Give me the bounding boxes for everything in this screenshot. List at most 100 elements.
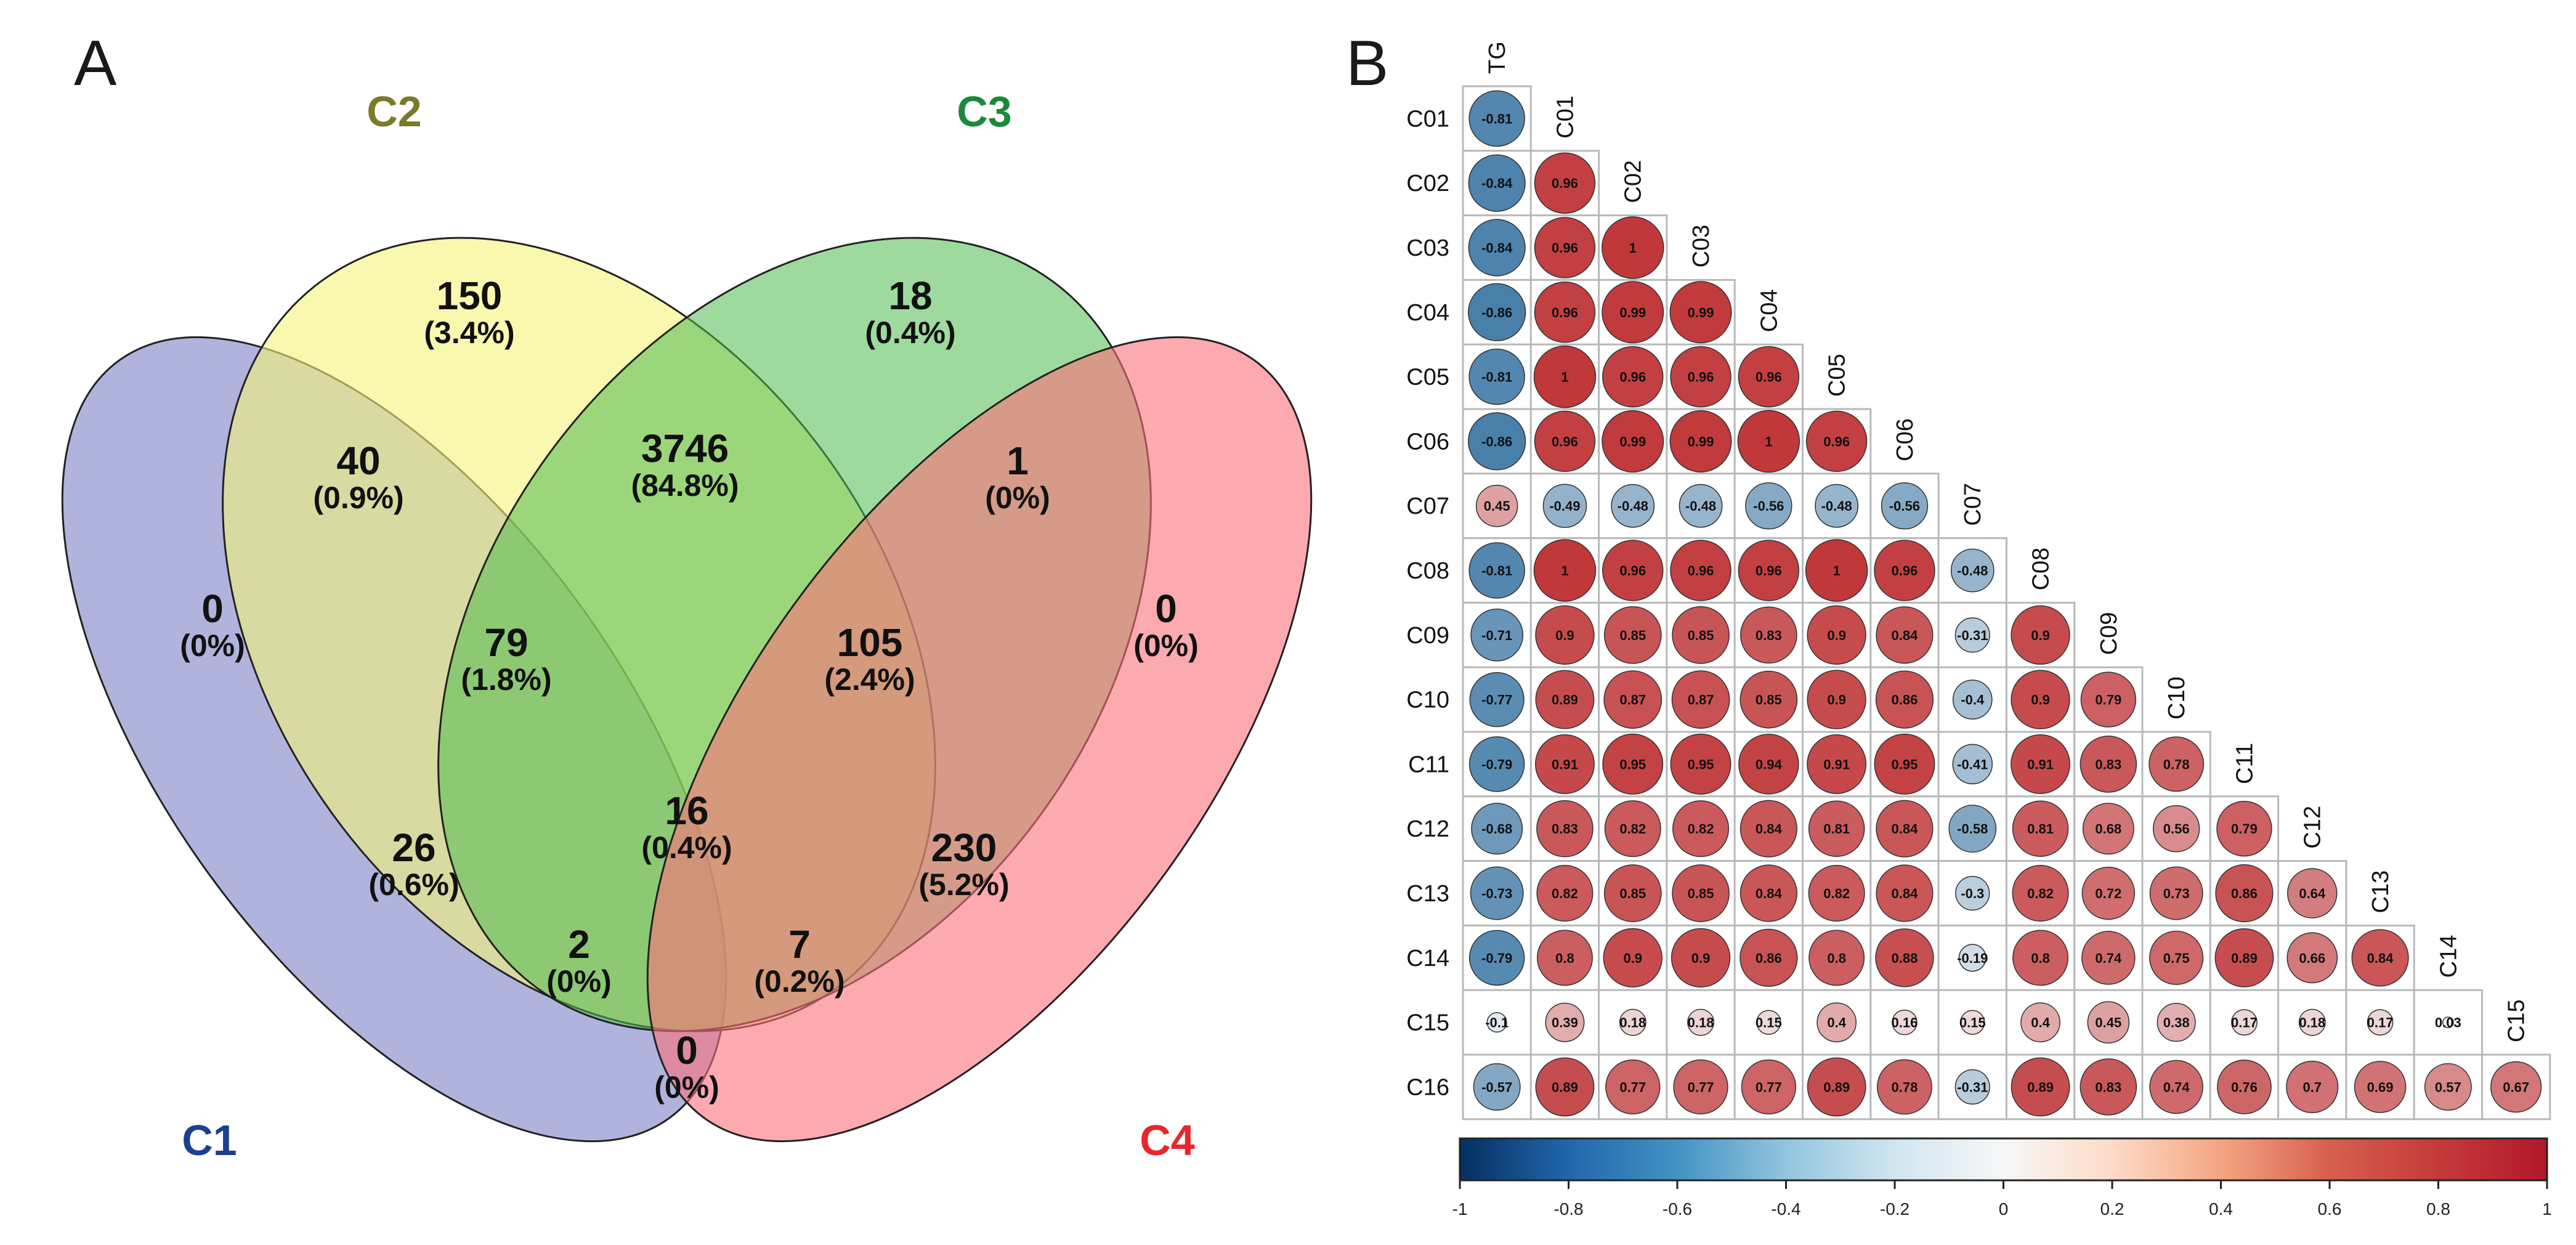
heatmap-value-label: -0.84 xyxy=(1481,176,1513,191)
heatmap-row-label: C14 xyxy=(1406,946,1449,971)
region-count: 230 xyxy=(931,825,997,870)
heatmap-circle xyxy=(1807,734,1867,794)
heatmap-circle xyxy=(2298,1008,2326,1036)
region-count: 1 xyxy=(1007,439,1029,483)
heatmap-cells: -0.81 -0.84 0.96 -0.84 0.96 1 -0.86 0.96 0.99 0.9… xyxy=(1462,85,2551,1121)
heatmap-value-label: 0.84 xyxy=(2367,951,2394,966)
colorbar-tick-label: 0.2 xyxy=(2100,1199,2124,1219)
heatmap-circle xyxy=(2216,801,2272,857)
heatmap-circle xyxy=(1875,670,1934,729)
heatmap-value-label: 0.96 xyxy=(1823,434,1850,449)
heatmap-circle xyxy=(2152,805,2200,853)
heatmap-circle xyxy=(1468,736,1525,792)
heatmap-circle xyxy=(1545,1002,1585,1042)
region-count: 16 xyxy=(665,789,708,833)
heatmap-circle xyxy=(1534,282,1596,343)
heatmap-column-label: C03 xyxy=(1688,225,1714,268)
heatmap-circle xyxy=(1469,671,1525,728)
heatmap-circle xyxy=(1536,864,1594,922)
heatmap-value-label: -0.48 xyxy=(1618,498,1648,514)
heatmap-value-label: 0.99 xyxy=(1688,434,1714,449)
heatmap-value-label: 0.96 xyxy=(1892,563,1918,578)
heatmap-value-label: 1 xyxy=(1561,563,1568,578)
heatmap-row-label: C04 xyxy=(1406,300,1449,326)
heatmap-circle xyxy=(1468,412,1526,471)
heatmap-circle xyxy=(2011,1057,2070,1117)
heatmap-circle xyxy=(1740,928,1798,987)
colorbar-tick-label: 0.6 xyxy=(2318,1199,2342,1219)
heatmap-value-label: 0.9 xyxy=(1555,628,1574,643)
heatmap-value-label: 0.7 xyxy=(2303,1079,2322,1095)
heatmap-circle xyxy=(1468,154,1526,212)
heatmap-value-label: 0.9 xyxy=(1827,628,1846,643)
venn-ellipses xyxy=(61,237,1313,1143)
heatmap-value-label: 1 xyxy=(1561,370,1568,385)
heatmap-circle xyxy=(2149,866,2203,920)
heatmap-row-label: C15 xyxy=(1406,1010,1449,1036)
heatmap-circle xyxy=(1876,800,1934,858)
colorbar-tick-label: 0.4 xyxy=(2209,1199,2233,1219)
heatmap-value-label: 0.69 xyxy=(2367,1079,2394,1095)
heatmap-circle xyxy=(1534,410,1596,472)
heatmap-circle xyxy=(1892,1009,1918,1036)
heatmap-circle xyxy=(1535,1057,1595,1117)
heatmap-circle xyxy=(1874,733,1935,795)
heatmap-circle xyxy=(1960,1010,1985,1035)
heatmap-circle xyxy=(1473,1063,1521,1111)
region-percent: (0.4%) xyxy=(865,315,955,350)
heatmap-circle xyxy=(1670,733,1732,795)
heatmap-value-label: 0.95 xyxy=(1892,756,1918,772)
heatmap-row-label: C07 xyxy=(1406,493,1449,519)
heatmap-value-label: 0.8 xyxy=(1555,951,1574,966)
heatmap-value-label: 0.85 xyxy=(1688,628,1714,643)
region-count: 150 xyxy=(437,274,503,318)
heatmap-circle xyxy=(1745,482,1792,530)
heatmap-value-label: -0.31 xyxy=(1957,1079,1988,1095)
heatmap-value-label: 0.17 xyxy=(2367,1015,2394,1031)
heatmap-value-label: 0.89 xyxy=(1823,1079,1850,1095)
heatmap-circle xyxy=(2011,670,2070,729)
colorbar-tick-label: -0.2 xyxy=(1880,1199,1910,1219)
heatmap-circle xyxy=(1876,864,1934,922)
heatmap-value-label: 0.79 xyxy=(2231,821,2258,837)
heatmap-value-label: -0.48 xyxy=(1685,498,1716,514)
heatmap-value-label: 0.99 xyxy=(1619,434,1646,449)
heatmap-circle xyxy=(1535,734,1595,794)
heatmap-value-label: 0.9 xyxy=(2031,692,2050,708)
heatmap-circle xyxy=(1535,605,1595,665)
heatmap-circle xyxy=(1955,875,1990,911)
heatmap-value-label: 0.96 xyxy=(1552,434,1578,449)
colorbar-tick-label: -0.4 xyxy=(1771,1199,1800,1219)
heatmap-value-label: 0.89 xyxy=(1552,692,1578,708)
heatmap-circle xyxy=(1534,152,1596,214)
heatmap-value-label: 0.91 xyxy=(1552,756,1578,772)
region-percent: (3.4%) xyxy=(424,315,514,350)
heatmap-column-label: C15 xyxy=(2504,999,2530,1042)
heatmap-column-labels: TG C01 C02 C03 C04 C05 C06 C07 C08 C09 C10 C11 C12 C1… xyxy=(1484,41,2530,1042)
heatmap-value-label: 0.95 xyxy=(1688,756,1714,772)
heatmap-circle xyxy=(1671,670,1730,729)
heatmap-value-label: 0.8 xyxy=(1827,951,1846,966)
region-count: 18 xyxy=(888,274,932,318)
heatmap-circle xyxy=(2286,1060,2339,1113)
heatmap-value-label: 0.83 xyxy=(1756,628,1782,643)
heatmap-value-label: 0.18 xyxy=(2299,1015,2325,1031)
heatmap-circle xyxy=(1536,800,1594,858)
heatmap-value-label: 0.86 xyxy=(1892,692,1918,708)
heatmap-circle xyxy=(1603,864,1662,922)
heatmap-circle xyxy=(1958,944,1987,972)
heatmap-row-labels: C01 C02 C03 C04 C05 C06 C07 C08 C09 C10 C11 C12 C13 C… xyxy=(1406,106,1449,1100)
heatmap-value-label: 0.79 xyxy=(2095,692,2121,708)
heatmap-circle xyxy=(1468,219,1526,277)
heatmap-value-label: 0.99 xyxy=(1619,305,1646,320)
heatmap-circle xyxy=(1603,928,1663,987)
venn-label-c2: C2 xyxy=(367,87,421,136)
heatmap-circle xyxy=(2012,864,2069,922)
venn-region-labels: 150 (3.4%) 18 (0.4%) 40 (0.9%) 3746 (84.… xyxy=(180,274,1199,1105)
heatmap-row-label: C03 xyxy=(1406,235,1449,261)
heatmap-column-label: C11 xyxy=(2232,743,2258,784)
heatmap-value-label: -0.81 xyxy=(1481,370,1512,385)
heatmap-column-label: C01 xyxy=(1552,95,1578,139)
panel-a-label: A xyxy=(74,28,117,99)
heatmap-value-label: 0.78 xyxy=(1892,1079,1918,1095)
